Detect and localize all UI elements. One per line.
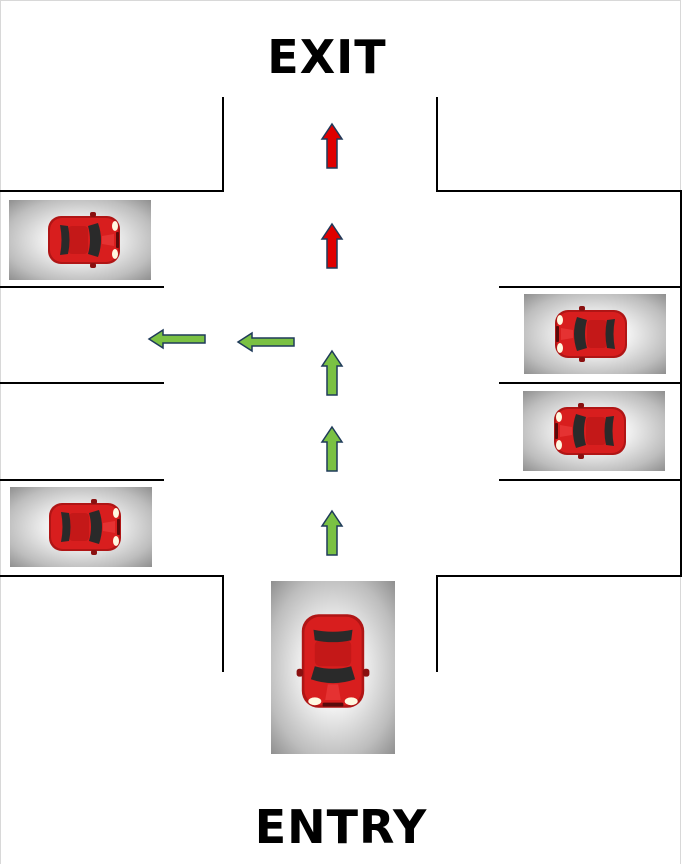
parked-car-left-2 bbox=[10, 487, 152, 567]
entry-label: ENTRY bbox=[254, 800, 428, 854]
arrow-up-green-2 bbox=[321, 426, 343, 472]
exit-label: EXIT bbox=[267, 30, 387, 84]
lot-wall-top-right bbox=[436, 97, 682, 672]
parked-car-left-1 bbox=[9, 200, 151, 280]
arrow-up-red-1 bbox=[321, 223, 343, 269]
lot-wall-bottom-left bbox=[0, 575, 224, 672]
path-arrows bbox=[148, 123, 343, 556]
parked-car-right-2 bbox=[523, 391, 665, 471]
arrow-up-green-3 bbox=[321, 350, 343, 396]
lot-lines bbox=[0, 97, 682, 672]
lot-wall-top-left bbox=[0, 97, 224, 192]
parked-car-right-1 bbox=[524, 294, 666, 374]
entry-car bbox=[271, 581, 395, 754]
arrow-up-red-2 bbox=[321, 123, 343, 169]
arrow-left-green-2 bbox=[148, 329, 206, 349]
arrow-left-green-1 bbox=[237, 332, 295, 352]
arrow-up-green-1 bbox=[321, 510, 343, 556]
